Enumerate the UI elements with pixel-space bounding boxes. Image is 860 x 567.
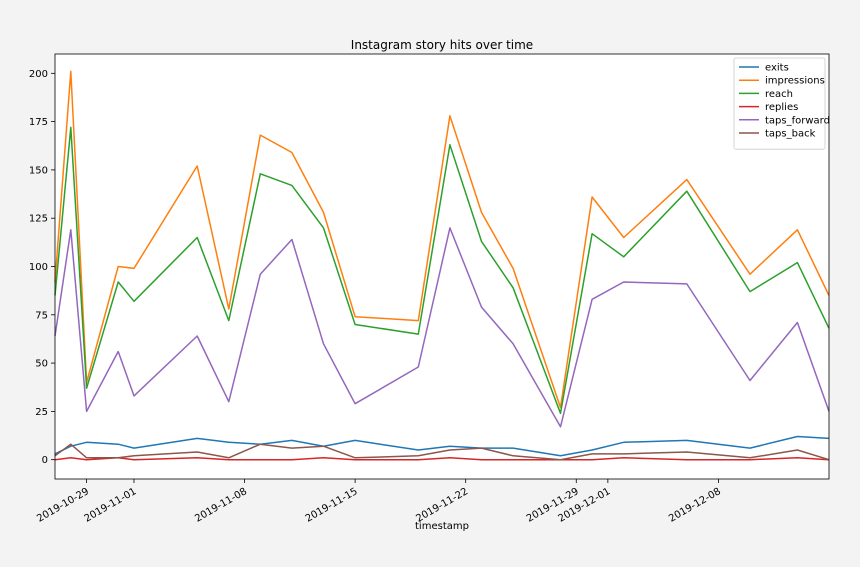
y-tick-label: 25 <box>35 407 48 418</box>
legend-label-impressions: impressions <box>765 76 825 87</box>
y-tick-label: 75 <box>35 310 48 321</box>
y-tick-label: 100 <box>29 262 48 273</box>
series-line-taps-back <box>54 443 830 461</box>
plot-area <box>55 54 829 479</box>
y-tick-label: 0 <box>42 455 48 466</box>
y-tick-label: 200 <box>29 69 48 80</box>
legend-label-taps-forward: taps_forward <box>765 115 830 126</box>
chart-title: Instagram story hits over time <box>351 38 533 52</box>
series-line-reach <box>54 126 830 415</box>
legend-label-replies: replies <box>765 102 798 113</box>
legend-label-reach: reach <box>765 89 793 100</box>
legend: exits impressions reach replies taps_forward… <box>733 57 830 150</box>
y-tick-label: 175 <box>29 117 48 128</box>
y-axis: 0 25 50 75 100 125 150 175 200 <box>29 69 55 466</box>
x-axis-label: timestamp <box>415 521 469 532</box>
series-line-taps-forward <box>54 227 830 428</box>
series-layer <box>54 70 830 461</box>
series-line-exits <box>54 435 830 457</box>
y-tick-label: 125 <box>29 214 48 225</box>
series-line-replies <box>54 457 830 461</box>
legend-label-exits: exits <box>765 63 789 74</box>
plot-frame <box>54 53 830 480</box>
y-tick-label: 150 <box>29 165 48 176</box>
legend-label-taps-back: taps_back <box>765 129 816 140</box>
series-line-impressions <box>54 70 830 409</box>
y-tick-label: 50 <box>35 359 48 370</box>
